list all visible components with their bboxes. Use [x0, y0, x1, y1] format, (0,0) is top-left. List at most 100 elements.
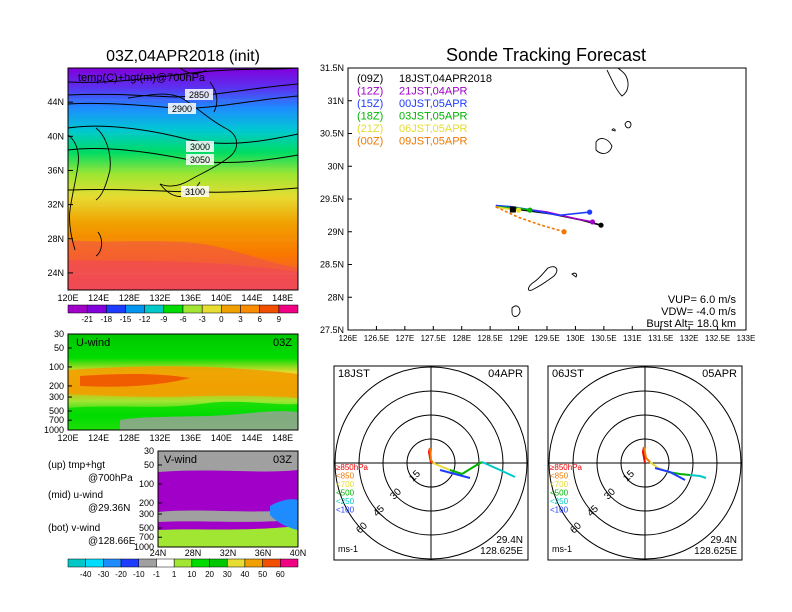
colorbar-swatch: [201, 304, 222, 314]
pressure-tick-700: 700: [139, 532, 154, 542]
hodograph-2-date: 05APR: [702, 368, 737, 380]
u-lon-tick-128E: 128E: [119, 433, 140, 443]
contour-label-2900: 2900: [172, 104, 192, 114]
colorbar-swatch: [259, 304, 280, 314]
track-lat-tick-29N: 29N: [327, 227, 344, 237]
pressure-tick-30: 30: [144, 446, 154, 456]
contour-label-2850: 2850: [189, 90, 209, 100]
colorbar-swatch: [182, 304, 203, 314]
hodograph-2-lon: 128.625E: [694, 546, 737, 557]
map-lon-ticks: 120E 124E 128E 132E 136E 140E 144E 148E: [57, 293, 293, 303]
wind-colorbar-label: -1: [153, 570, 161, 579]
burst-alt-text: Burst Alt= 18.0 km: [646, 318, 736, 330]
map-inner-label: temp(C)+hgt(m)@700hPa: [78, 72, 206, 84]
hodograph-1: 18JST 04APR 15 30 45 60 ≥850hPa<850<700<…: [333, 365, 529, 561]
level-key-2: <700: [550, 480, 569, 489]
lon-tick-120E: 120E: [57, 293, 78, 303]
wind-colorbar-label: -30: [98, 570, 110, 579]
lat-tick-24N: 24N: [47, 268, 64, 278]
contour-label-3050: 3050: [190, 155, 210, 165]
v-lat-tick-24N: 24N: [150, 548, 167, 558]
vup-text: VUP= 6.0 m/s: [668, 294, 737, 306]
wind-colorbar-swatch: [262, 558, 281, 568]
wind-colorbar-swatch: [138, 558, 157, 568]
level-key-1: <850: [550, 472, 569, 481]
colorbar-label: -9: [160, 315, 168, 324]
wind-colorbar-swatch: [85, 558, 104, 568]
colorbar-swatch: [221, 304, 241, 314]
u-lon-tick-120E: 120E: [57, 433, 78, 443]
v-lat-tick-32N: 32N: [220, 548, 237, 558]
wind-colorbar-label: 30: [223, 570, 232, 579]
legend-mid: (mid) u-wind: [48, 490, 103, 501]
tracking-title: Sonde Tracking Forecast: [446, 45, 646, 65]
tracking-info: VUP= 6.0 m/s VDW= -4.0 m/s Burst Alt= 18…: [646, 294, 736, 330]
launch-time-2: (15Z): [357, 98, 383, 110]
hodograph-2-trace: [641, 446, 707, 481]
u-lon-tick-124E: 124E: [88, 433, 109, 443]
tracking-lat-ticks: 31.5N 31N 30.5N 30N 29.5N 29N 28.5N 28N 27.5N: [320, 63, 352, 335]
lon-tick-148E: 148E: [272, 293, 293, 303]
v-wind-lat-ticks: 24N 28N 32N 36N 40N: [150, 548, 307, 558]
v-lat-tick-28N: 28N: [185, 548, 202, 558]
colorbar-swatch: [278, 304, 299, 314]
colorbar-label: 9: [277, 315, 282, 324]
launch-time-1: (12Z): [357, 86, 383, 98]
colorbar-swatch: [144, 304, 165, 314]
wind-colorbar-label: -20: [115, 570, 127, 579]
colorbar-label: -3: [199, 315, 207, 324]
track-lon-tick-129E: 129E: [509, 334, 528, 343]
u-wind-lon-ticks: 120E 124E 128E 132E 136E 140E 144E 148E: [57, 433, 293, 443]
u-lon-tick-144E: 144E: [241, 433, 262, 443]
wind-colorbar-label: -10: [133, 570, 145, 579]
u-lon-tick-140E: 140E: [211, 433, 232, 443]
level-key-1: <850: [336, 472, 355, 481]
track-lon-tick-128.5E: 128.5E: [477, 334, 502, 343]
level-key-4: <250: [336, 497, 355, 506]
hodograph-1-level-key: ≥850hPa<850<700<500<250<100: [336, 463, 369, 515]
v-lat-tick-40N: 40N: [290, 548, 307, 558]
launch-jst-0: 18JST,04APR2018: [399, 73, 492, 85]
level-key-0: ≥850hPa: [550, 463, 583, 472]
colorbar-label: -21: [81, 315, 93, 324]
track-lat-tick-27.5N: 27.5N: [320, 325, 344, 335]
contour-label-3000: 3000: [190, 142, 210, 152]
track-lat-tick-31N: 31N: [327, 96, 344, 106]
trajectory-end-5: [561, 229, 567, 235]
colorbar-swatch: [86, 304, 107, 314]
tracking-frame: [347, 67, 747, 331]
pressure-tick-1000: 1000: [44, 425, 64, 435]
v-wind-time: 03Z: [273, 454, 292, 466]
hodograph-2: 06JST 05APR 15 30 45 60 ≥850hPa<850<700<…: [547, 365, 743, 561]
track-lon-tick-127E: 127E: [396, 334, 415, 343]
launch-jst-3: 03JST,05APR: [399, 111, 468, 123]
hodograph-1-lon: 128.625E: [480, 546, 523, 557]
level-key-4: <250: [550, 497, 569, 506]
launch-time-5: (00Z): [357, 136, 383, 148]
wind-colorbar-swatch: [191, 558, 210, 568]
wind-colorbar-swatch: [120, 558, 140, 568]
wind-colorbar-label: 60: [276, 570, 285, 579]
track-lon-tick-129.5E: 129.5E: [534, 334, 559, 343]
level-key-2: <700: [336, 480, 355, 489]
wind-colorbar-label: 20: [205, 570, 214, 579]
track-lon-tick-130.5E: 130.5E: [591, 334, 616, 343]
lat-tick-36N: 36N: [47, 165, 64, 175]
hodograph-2-unit: ms-1: [552, 544, 572, 554]
track-lat-tick-31.5N: 31.5N: [320, 63, 344, 73]
level-key-5: <100: [550, 506, 569, 515]
colorbar-swatch: [163, 304, 184, 314]
colorbar-label: -12: [139, 315, 151, 324]
v-lat-tick-36N: 36N: [255, 548, 272, 558]
pressure-tick-100: 100: [139, 479, 154, 489]
colorbar-swatch: [240, 304, 260, 314]
level-key-3: <500: [336, 489, 355, 498]
pressure-tick-700: 700: [49, 415, 64, 425]
launch-jst-4: 06JST,05APR: [399, 123, 468, 135]
hodograph-1-time: 18JST: [338, 368, 370, 380]
contour-labels: 2850 2900 3000 3050 3100: [168, 89, 214, 197]
pressure-tick-300: 300: [139, 509, 154, 519]
panel-legend: (up) tmp+hgt @700hPa (mid) u-wind @29.36…: [48, 460, 136, 547]
